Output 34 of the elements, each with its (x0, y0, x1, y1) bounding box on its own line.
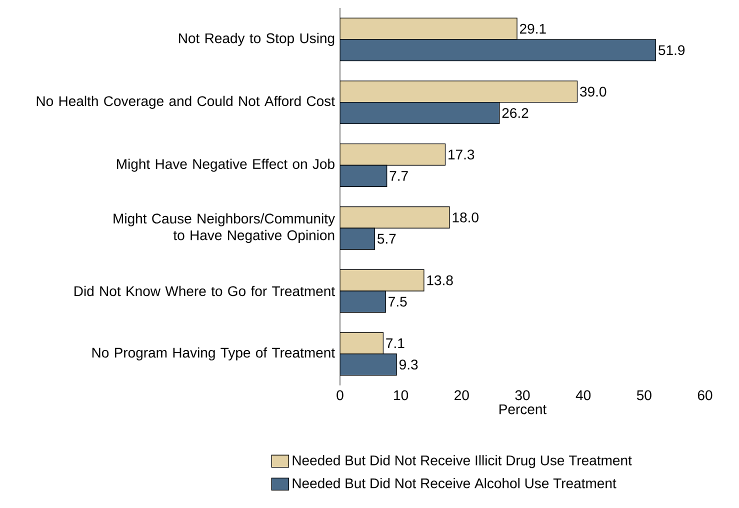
x-tick-label: 30 (515, 390, 530, 400)
data-label: 7.5 (388, 296, 407, 307)
x-axis-title: Percent (500, 404, 547, 414)
x-tick-label: 50 (636, 390, 652, 400)
bar (340, 102, 500, 124)
data-label: 17.3 (448, 150, 474, 160)
legend-label: Needed But Did Not Receive Alcohol Use Treatment (292, 478, 616, 488)
bar (340, 354, 397, 376)
data-label: 9.3 (399, 360, 418, 370)
bar (340, 39, 656, 62)
y-tick-label: Not Ready to Stop Using (179, 32, 334, 46)
data-label: 7.1 (386, 338, 404, 348)
x-tick-label: 40 (576, 390, 591, 400)
y-tick-label: Might Have Negative Effect on Job (117, 158, 334, 172)
y-tick-label: Might Cause Neighbors/Community to Have Negative Opinion (114, 213, 335, 243)
y-tick-label: Did Not Know Where to Go for Treatment (74, 286, 335, 296)
data-label: 13.8 (427, 275, 453, 286)
bar (340, 228, 376, 250)
data-label: 18.0 (452, 212, 478, 222)
data-label: 5.7 (378, 234, 396, 244)
data-label: 51.9 (658, 45, 685, 56)
data-label: 39.0 (580, 86, 606, 97)
legend-label: Needed But Did Not Receive Illicit Drug Use Treatment (292, 455, 632, 468)
x-tick-label: 60 (698, 390, 712, 400)
x-tick-label: 0 (336, 390, 344, 400)
x-tick-label: 10 (394, 390, 408, 400)
data-label: 7.7 (390, 171, 408, 181)
bar (340, 164, 388, 187)
data-label: 26.2 (502, 108, 528, 118)
data-label: 29.1 (520, 24, 546, 34)
x-tick-label: 20 (454, 390, 469, 400)
y-tick-label: No Program Having Type of Treatment (92, 347, 335, 360)
y-tick-label: No Health Coverage and Could Not Afford Cost (36, 96, 335, 109)
bar (340, 290, 386, 313)
